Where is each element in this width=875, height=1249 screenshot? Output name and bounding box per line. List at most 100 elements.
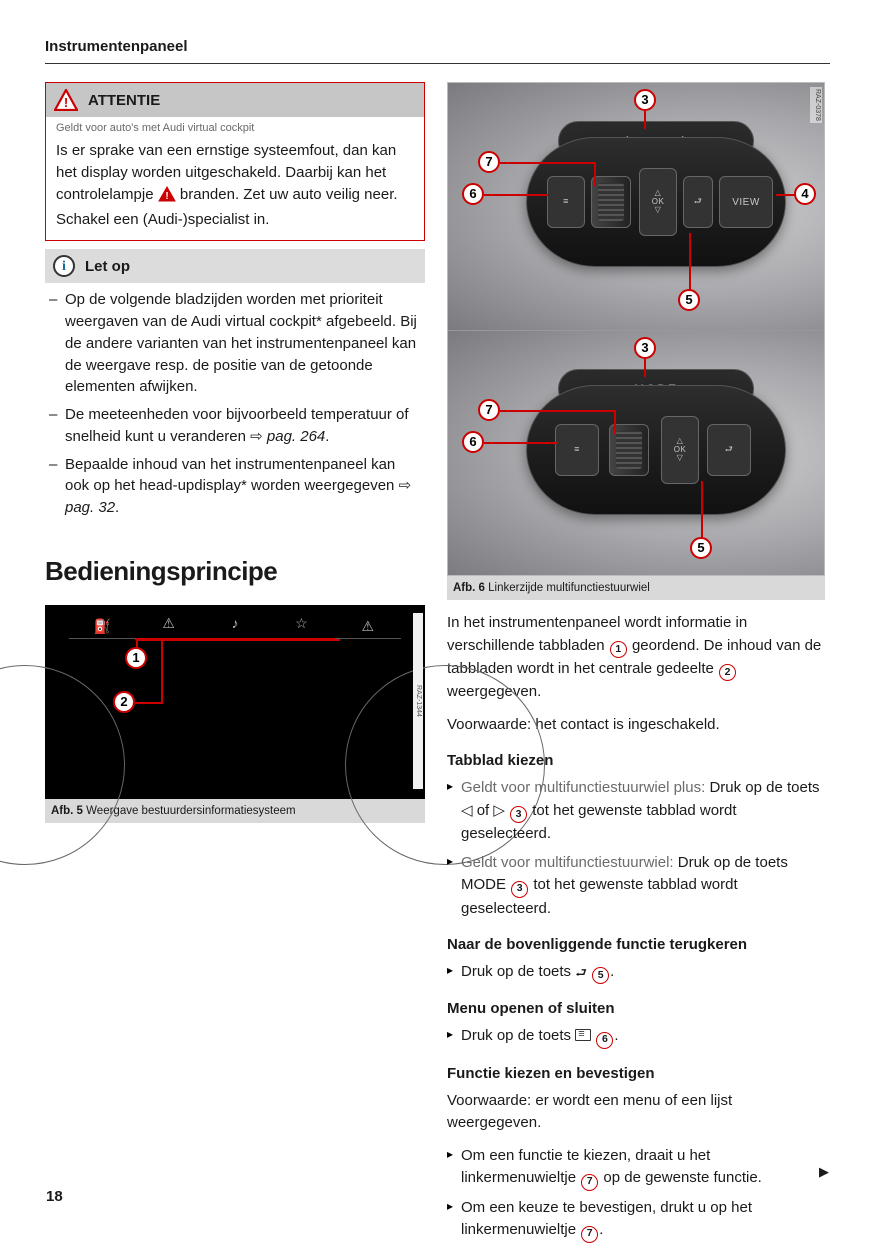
callout-1: 1 — [125, 647, 147, 669]
warning-icon: ⚠ — [135, 614, 201, 640]
figure-caption-text: Weergave bestuurdersinformatiesysteem — [86, 805, 295, 817]
inline-callout-2: 2 — [719, 664, 736, 681]
subhead-boven: Naar de bovenliggende functie terugkeren — [447, 934, 825, 955]
figure-6: RAZ-0378 ◁▷ ≡ △ OK ▽ ⮐ VIEW 3 — [447, 82, 825, 576]
leader-line — [500, 162, 596, 164]
music-icon: ♪ — [202, 614, 268, 640]
callout-6: 6 — [462, 183, 484, 205]
ok-button: △ OK ▽ — [639, 168, 677, 236]
figure-5: ⛽ ⚠ ♪ ☆ ⚠ 1 2 RAZ-1344 — [45, 605, 425, 799]
info-icon: i — [53, 255, 75, 277]
text: . — [599, 1221, 603, 1238]
callout-4: 4 — [794, 183, 816, 205]
fuel-icon: ⛽ — [69, 617, 135, 637]
callout-2: 2 — [113, 691, 135, 713]
menu-icon: ≡ — [563, 197, 569, 207]
callout-3: 3 — [634, 89, 656, 111]
callout-7: 7 — [478, 151, 500, 173]
menu-button: ≡ — [547, 176, 585, 228]
down-icon: ▽ — [655, 206, 662, 215]
callout-5: 5 — [678, 289, 700, 311]
list-item: Geldt voor multifunctiestuurwiel plus: D… — [447, 777, 825, 845]
fig5-tabbar: ⛽ ⚠ ♪ ☆ ⚠ — [69, 615, 401, 639]
boven-list: Druk op de toets ⮐ 5. — [447, 961, 825, 984]
text: Om een keuze te bevestigen, drukt u op h… — [461, 1199, 752, 1239]
inline-callout-6: 6 — [596, 1032, 613, 1049]
leader-line — [594, 162, 596, 186]
inline-callout-7: 7 — [581, 1174, 598, 1191]
svg-text:!: ! — [64, 95, 68, 110]
view-button: VIEW — [719, 176, 773, 228]
list-item: Druk op de toets 6. — [447, 1025, 825, 1048]
menu-list: Druk op de toets 6. — [447, 1025, 825, 1048]
warning-triangle-inline-icon: ! — [158, 186, 176, 209]
list-item: Om een keuze te bevestigen, drukt u op h… — [447, 1197, 825, 1243]
attention-label: ATTENTIE — [88, 90, 160, 111]
right-column: RAZ-0378 ◁▷ ≡ △ OK ▽ ⮐ VIEW 3 — [447, 82, 825, 1249]
callout-7: 7 — [478, 399, 500, 421]
inline-callout-7: 7 — [581, 1226, 598, 1243]
left-column: ! ATTENTIE Geldt voor auto's met Audi vi… — [45, 82, 425, 1249]
condition-text: Geldt voor multifunctiestuurwiel: — [461, 854, 674, 871]
subhead-menu: Menu openen of sluiten — [447, 998, 825, 1019]
menu-button: ≡ — [555, 424, 599, 476]
letop-item-text: Op de volgende bladzijden worden met pri… — [65, 291, 417, 395]
inline-callout-1: 1 — [610, 641, 627, 658]
leader-line — [500, 410, 616, 412]
callout-3: 3 — [634, 337, 656, 359]
leader-line — [136, 639, 340, 641]
section-heading: Bedieningsprincipe — [45, 553, 425, 589]
leader-line — [484, 194, 548, 196]
continuation-arrow-icon: ▶ — [819, 1163, 829, 1181]
figure-6-caption: Afb. 6 Linkerzijde multifunctiestuurwiel — [447, 576, 825, 600]
page-number: 18 — [46, 1186, 63, 1207]
page-header: Instrumentenpaneel — [45, 36, 830, 64]
button-cluster: ≡ △ OK ▽ ⮐ — [526, 385, 786, 515]
callout-6: 6 — [462, 431, 484, 453]
list-item: Druk op de toets ⮐ 5. — [447, 961, 825, 984]
back-icon: ⮐ — [694, 197, 703, 207]
list-item: Geldt voor multifunctiestuurwiel: Druk o… — [447, 852, 825, 920]
star-icon: ☆ — [268, 614, 334, 640]
button-cluster: ≡ △ OK ▽ ⮐ VIEW — [526, 137, 786, 267]
down-icon: ▽ — [677, 454, 684, 463]
subhead-functie: Functie kiezen en bevestigen — [447, 1063, 825, 1084]
page-ref: pag. 264 — [250, 428, 325, 445]
letop-label: Let op — [85, 256, 130, 277]
figure-caption-text: Linkerzijde multifunctiestuurwiel — [488, 582, 650, 594]
callout-5: 5 — [690, 537, 712, 559]
scroll-wheel — [591, 176, 631, 228]
warning-triangle-icon: ! — [54, 89, 78, 111]
gauge-arc-left — [0, 665, 125, 865]
warning2-icon: ⚠ — [335, 617, 401, 637]
text: Druk op de toets — [461, 963, 575, 980]
attention-body: Is er sprake van een ernstige systeemfou… — [46, 138, 424, 240]
two-column-layout: ! ATTENTIE Geldt voor auto's met Audi vi… — [45, 82, 830, 1249]
svg-text:!: ! — [165, 191, 168, 202]
leader-line — [484, 442, 558, 444]
image-code: RAZ-0378 — [810, 87, 822, 123]
menu-icon: ≡ — [574, 445, 580, 455]
attention-subtitle: Geldt voor auto's met Audi virtual cockp… — [46, 117, 424, 138]
leader-line — [161, 641, 163, 702]
leader-line — [689, 233, 691, 291]
inline-callout-3: 3 — [511, 881, 528, 898]
back-button: ⮐ — [707, 424, 751, 476]
ok-button: △ OK ▽ — [661, 416, 699, 484]
tabblad-list: Geldt voor multifunctiestuurwiel plus: D… — [447, 777, 825, 920]
wheel-upper: ◁▷ ≡ △ OK ▽ ⮐ VIEW 3 4 5 — [448, 83, 824, 330]
letop-item-text: Bepaalde inhoud van het instrumentenpane… — [65, 456, 399, 495]
functie-list: Om een functie te kiezen, draait u het l… — [447, 1145, 825, 1243]
condition-text: Geldt voor multifunctiestuurwiel plus: — [461, 779, 705, 796]
leader-line — [644, 359, 646, 377]
back-arrow-icon: ⮐ — [575, 963, 587, 983]
leader-line — [701, 481, 703, 539]
letop-header: i Let op — [45, 249, 425, 283]
wheel-lower: MODE ≡ △ OK ▽ ⮐ 3 5 6 7 — [448, 330, 824, 576]
header-title: Instrumentenpaneel — [45, 38, 188, 55]
leader-line — [644, 111, 646, 129]
back-button: ⮐ — [683, 176, 713, 228]
back-icon: ⮐ — [725, 445, 734, 455]
functie-precondition: Voorwaarde: er wordt een menu of een lij… — [447, 1090, 825, 1135]
letop-item-text: De meeteenheden voor bijvoorbeeld temper… — [65, 406, 409, 445]
